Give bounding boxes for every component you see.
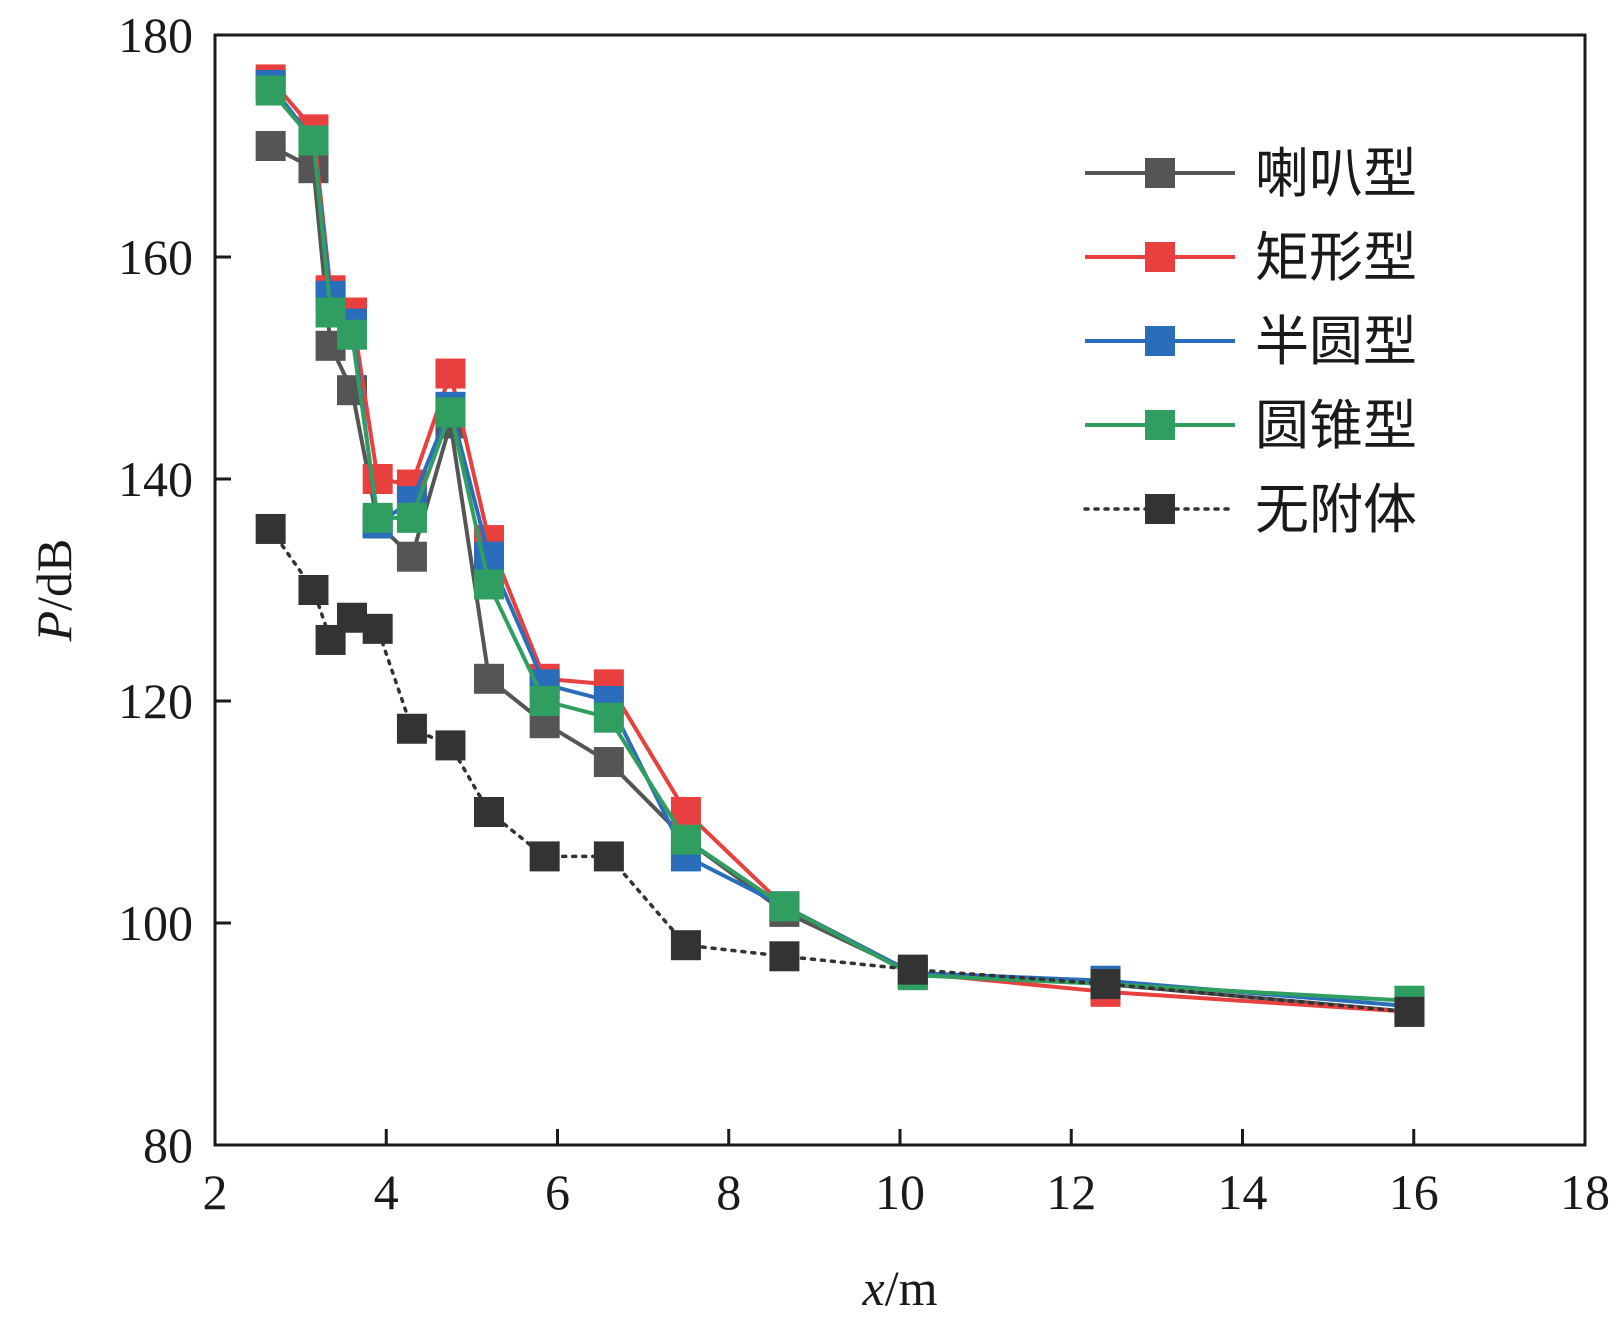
legend-label: 无附体 (1255, 478, 1417, 541)
legend-marker (1145, 326, 1175, 356)
data-point-marker (255, 75, 286, 106)
data-point-marker (396, 713, 427, 744)
legend-label: 半圆型 (1255, 310, 1417, 373)
data-point-marker (362, 502, 393, 533)
data-point-marker (435, 730, 466, 761)
y-tick-label: 160 (118, 229, 193, 285)
y-axis-label: P/dB (26, 539, 82, 643)
series-layer (255, 64, 1425, 1027)
data-point-marker (593, 841, 624, 872)
legend-marker (1145, 410, 1175, 440)
data-point-marker (897, 954, 928, 985)
data-point-marker (670, 930, 701, 961)
series-3 (255, 69, 1425, 1022)
data-point-marker (298, 125, 329, 156)
data-point-marker (474, 663, 504, 694)
legend-entry: 无附体 (1083, 478, 1417, 541)
x-tick-label: 16 (1389, 1164, 1439, 1220)
x-tick-label: 4 (374, 1164, 399, 1220)
data-point-marker (769, 941, 800, 972)
y-tick-label: 180 (118, 7, 193, 63)
x-tick-label: 6 (545, 1164, 570, 1220)
data-point-marker (670, 824, 701, 855)
series-line (269, 83, 1410, 1009)
legend-entry: 喇叭型 (1085, 142, 1417, 205)
series-1 (255, 131, 1425, 1027)
data-point-marker (255, 131, 286, 161)
data-point-marker (474, 797, 504, 827)
x-tick-label: 8 (716, 1164, 741, 1220)
legend-marker (1145, 494, 1175, 524)
x-tick-label: 2 (203, 1164, 228, 1220)
legend-entry: 半圆型 (1085, 310, 1417, 373)
legend-entry: 圆锥型 (1085, 394, 1417, 457)
legend-marker (1145, 242, 1175, 272)
data-point-marker (435, 397, 466, 428)
data-point-marker (1394, 996, 1425, 1027)
y-axis-unit: /dB (26, 539, 82, 611)
series-line (269, 78, 1410, 1014)
data-point-marker (255, 513, 286, 544)
data-point-marker (593, 747, 624, 778)
y-tick-label: 100 (118, 895, 193, 951)
x-tick-label: 18 (1560, 1164, 1610, 1220)
data-point-marker (362, 613, 393, 644)
x-axis-unit: /m (885, 1260, 938, 1316)
legend-entry: 矩形型 (1085, 226, 1417, 289)
legend-label: 圆锥型 (1255, 394, 1417, 457)
y-tick-label: 80 (143, 1117, 193, 1173)
y-tick-label: 140 (118, 451, 193, 507)
data-point-marker (298, 575, 329, 605)
legend-marker (1145, 158, 1175, 188)
y-axis-symbol: P (26, 611, 82, 643)
data-point-marker (337, 602, 367, 633)
data-point-marker (474, 569, 504, 600)
series-line (269, 89, 1410, 1003)
data-point-marker (769, 891, 800, 922)
ticks-layer: 2 4 6 8 10 12 14 16 18 80 100 120 140 160 180 (118, 7, 1610, 1220)
data-point-marker (1090, 969, 1121, 1000)
data-point-marker (396, 502, 427, 533)
data-point-marker (529, 841, 560, 872)
legend-label: 矩形型 (1255, 226, 1417, 289)
series-5 (255, 513, 1425, 1027)
legend-label: 喇叭型 (1255, 142, 1417, 205)
x-axis-label: x/m (862, 1260, 938, 1316)
y-tick-label: 120 (118, 673, 193, 729)
x-tick-label: 12 (1046, 1164, 1096, 1220)
data-point-marker (435, 358, 466, 389)
data-point-marker (593, 702, 624, 733)
x-tick-label: 10 (875, 1164, 925, 1220)
x-axis-symbol: x (862, 1260, 885, 1316)
series-4 (255, 75, 1425, 1016)
series-line (269, 144, 1410, 1014)
data-point-marker (362, 464, 393, 494)
data-point-marker (337, 319, 367, 350)
series-2 (255, 64, 1425, 1027)
x-tick-label: 14 (1218, 1164, 1268, 1220)
data-point-marker (529, 686, 560, 716)
data-point-marker (396, 541, 427, 572)
